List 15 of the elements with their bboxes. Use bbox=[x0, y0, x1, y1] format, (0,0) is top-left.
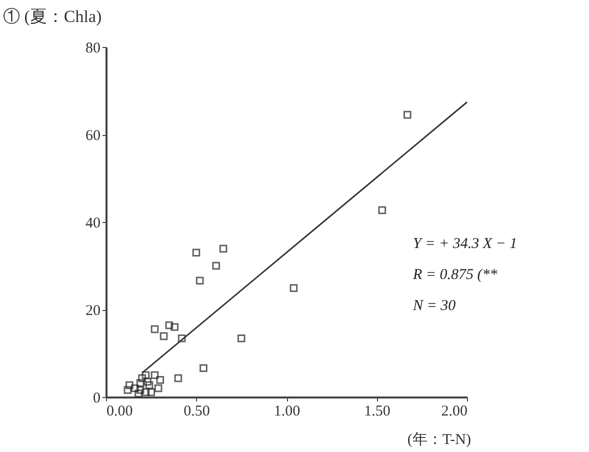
y-tick-label: 0 bbox=[93, 390, 100, 406]
annotation: Y = + 34.3 X − 1 bbox=[413, 236, 518, 252]
y-tick-label: 40 bbox=[86, 216, 100, 232]
x-tick-label: 1.50 bbox=[364, 404, 390, 420]
y-tick-label: 80 bbox=[86, 40, 100, 56]
x-axis-title: (年：T-N) bbox=[407, 431, 471, 448]
y-tick-label: 20 bbox=[86, 303, 100, 319]
y-tick-label: 60 bbox=[86, 128, 100, 144]
x-tick-label: 2.00 bbox=[441, 404, 468, 420]
x-tick-label: 1.00 bbox=[274, 404, 300, 420]
x-tick-label: 0.00 bbox=[106, 404, 133, 420]
annotation: R = 0.875 (** bbox=[412, 267, 498, 283]
annotation: N = 30 bbox=[412, 298, 456, 314]
x-tick-label: 0.50 bbox=[184, 404, 210, 420]
chart-title: ① (夏：Chla) bbox=[3, 7, 102, 26]
